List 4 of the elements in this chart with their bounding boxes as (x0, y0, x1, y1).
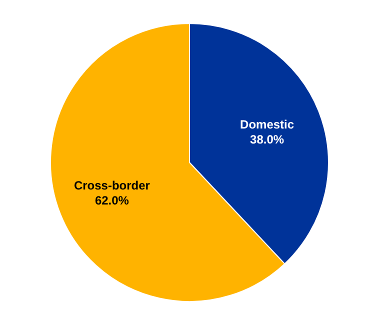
slice-label: Domestic (240, 117, 294, 132)
slice-label: Cross-border (74, 178, 150, 193)
data-label: 38.0% (250, 132, 284, 146)
data-label: 62.0% (94, 194, 130, 208)
